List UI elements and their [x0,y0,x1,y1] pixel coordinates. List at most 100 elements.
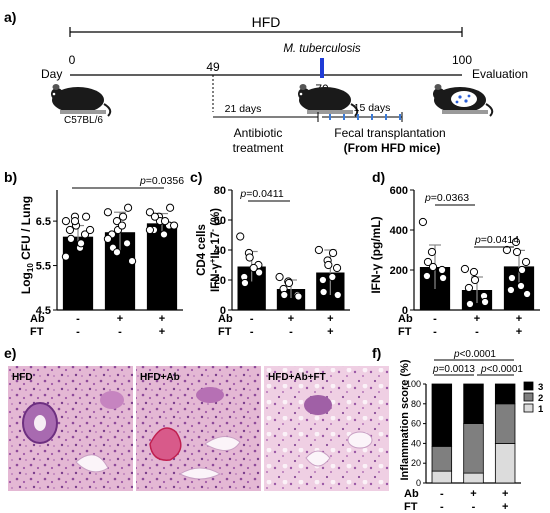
y-tick-label: 0 [402,305,408,317]
data-point [81,212,91,221]
y-tick-label: 60 [214,215,226,227]
histology-label-hfd-ab-ft: HFD+Ab+FT [268,372,326,383]
stacked-segment [494,383,516,405]
ft-label: Fecal transplantation [334,126,445,140]
y-tick-label: 6.5 [36,216,51,228]
histology-image-hfd: HFD [8,366,133,491]
ft-mark: - [440,501,444,513]
data-point [480,297,490,307]
legend-label: 2 [538,393,543,404]
panel-b-ylabel: Log10 CFU / Lung [19,196,35,294]
chart-b: 4.5 5.5 6.5 [36,190,183,317]
panel-f-row-ab: Ab [404,488,419,500]
panel-c-pvalue: p=0.0411 [239,188,283,200]
data-point [127,257,137,266]
panel-e-label: e) [4,345,16,361]
ft-gavage-ticks [329,112,403,122]
day-100: 100 [452,53,472,67]
data-point [150,212,160,221]
ab-mark: + [502,488,508,500]
day-label: Day [41,67,62,81]
hfd-label: HFD [252,14,281,30]
chart-c: 0 20 40 60 80 [214,185,350,317]
legend-label: 1 [538,404,544,415]
y-tick-label: 40 [411,438,421,448]
y-tick-label: 80 [214,185,226,197]
ft-mark: - [289,326,293,338]
data-point [324,260,333,270]
ab-mark: - [433,313,437,325]
data-point [470,275,480,285]
histology-label-hfd: HFD [12,372,33,383]
stacked-segment [431,470,453,484]
data-point [103,208,113,217]
ft-mark: - [250,326,254,338]
legend-swatch [523,381,534,391]
ab-mark: + [327,313,333,325]
data-point [465,299,475,309]
data-point [428,262,438,272]
data-point [438,273,448,283]
ft-mark: + [159,326,165,338]
data-point [507,273,517,283]
data-point [249,263,258,273]
data-point [275,272,284,282]
y-tick-label: 600 [390,185,408,197]
ab-mark: + [470,488,476,500]
data-point [66,234,76,243]
panel-a: a) HFD 0 49 70 100 M. tuberculosis Day E… [4,9,528,155]
data-point [319,287,328,297]
ab-mark: - [76,313,80,325]
chart-d: 0 200 400 600 [390,185,540,317]
data-point [516,281,526,291]
evaluation-label: Evaluation [472,67,528,81]
data-point [245,253,254,262]
panel-d-row-ft: FT [398,326,412,338]
data-point [65,225,75,235]
data-point [117,221,127,230]
stacked-segment [463,472,484,484]
panel-c-ylabel-line2: IFN-γ+IL-17- (%) [208,208,222,292]
data-point [122,239,132,248]
ab-mark: - [250,313,254,325]
data-point [511,237,521,247]
data-point [333,290,342,300]
data-point [70,217,80,226]
data-point [517,265,527,275]
antibiotic-label-line2: treatment [233,141,284,155]
panel-e: e) HFD HFD+Ab HFD+Ab+FT [4,345,389,491]
data-point [145,225,155,235]
ab-mark: + [474,313,480,325]
y-tick-label: 100 [406,379,421,389]
histology-image-hfd-ab: HFD+Ab [136,366,261,491]
stacked-segment [494,403,516,444]
ft-mark: + [327,326,333,338]
panel-f-pvalue-top: p<0.0001 [453,349,496,360]
legend-label: 3 [538,382,543,393]
data-point [512,247,522,257]
y-tick-label: 400 [390,225,408,237]
panel-d-ylabel: IFN-γ (pg/mL) [369,216,383,293]
ft-mark: - [76,326,80,338]
data-point [255,268,264,277]
data-point [165,203,175,212]
antibiotic-label-line1: Antibiotic [234,126,283,140]
data-point [76,239,86,248]
data-point [423,257,433,267]
panel-f-row-ft: FT [404,501,418,513]
panel-b-treatment-rows: --+-++ [76,313,165,338]
day-49: 49 [206,60,220,74]
data-point [159,230,169,239]
data-point [294,292,303,301]
stacked-segment [431,383,453,447]
y-tick-label: 60 [411,419,421,429]
y-tick-label: 200 [390,265,408,277]
data-point [502,245,512,255]
ab-mark: + [117,313,123,325]
data-point [118,212,128,221]
ft-mark: - [118,326,122,338]
data-point [318,275,327,285]
data-point [506,285,516,295]
panel-f-label: f) [372,345,381,361]
panel-f-treatment-rows: --+-++ [440,488,508,513]
